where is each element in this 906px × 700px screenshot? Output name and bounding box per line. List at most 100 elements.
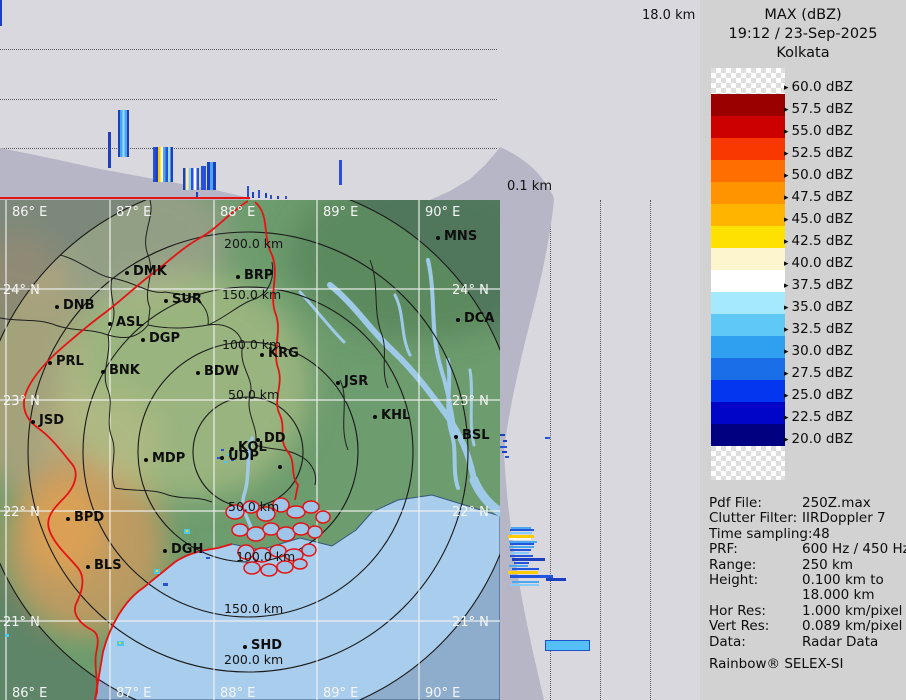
legend-label: ▸ 42.5 dBZ (784, 233, 853, 249)
echo-bar (196, 192, 198, 198)
legend-tick-arrow-icon: ▸ (784, 435, 789, 445)
info-label: Height: (709, 572, 759, 589)
legend-tick-arrow-icon: ▸ (784, 237, 789, 247)
echo-bar (509, 538, 531, 540)
echo-bar (0, 0, 2, 26)
info-row: Range: 250 km (709, 556, 904, 573)
info-value: 250Z.max (802, 495, 871, 511)
legend-tick-arrow-icon: ▸ (784, 369, 789, 379)
height-gridline (0, 49, 497, 50)
vendor-footer: Rainbow® SELEX-SI (709, 656, 844, 673)
legend-label: ▸ 47.5 dBZ (784, 189, 853, 205)
echo-bar (505, 456, 509, 458)
echo-bar (500, 434, 505, 436)
echo-bar (511, 527, 531, 529)
legend-tick-arrow-icon: ▸ (784, 281, 789, 291)
legend-label: ▸ 55.0 dBZ (784, 123, 853, 139)
info-row: Vert Res: 0.089 km/pixel (709, 618, 904, 635)
legend-panel: MAX (dBZ) 19:12 / 23-Sep-2025 Kolkata ▸ 6… (700, 0, 906, 700)
legend-tick-arrow-icon: ▸ (784, 83, 789, 93)
info-value: Radar Data (802, 633, 879, 650)
echo-bar (510, 549, 531, 551)
legend-swatch (711, 270, 785, 292)
height-gridline (650, 200, 651, 700)
legend-swatch (711, 380, 785, 402)
legend-tick-arrow-icon: ▸ (784, 259, 789, 269)
legend-tick-arrow-icon: ▸ (784, 215, 789, 225)
echo-bar (509, 546, 534, 548)
corner-area: 18.0 km 0.1 km (500, 0, 700, 200)
legend-swatch (711, 358, 785, 380)
legend-swatch (711, 226, 785, 248)
legend-tick-arrow-icon: ▸ (784, 325, 789, 335)
product-datetime: 19:12 / 23-Sep-2025 (728, 26, 878, 42)
legend-label: ▸ 30.0 dBZ (784, 343, 853, 359)
legend-swatch (711, 336, 785, 358)
echo-bar (512, 568, 539, 570)
echo-bar (514, 562, 529, 564)
echo-bar (510, 584, 539, 586)
info-value: 600 Hz / 450 Hz (802, 541, 906, 558)
echo-bar (508, 535, 534, 538)
legend-label: ▸ 25.0 dBZ (784, 387, 853, 403)
echo-bar (252, 192, 254, 198)
legend-label: ▸ 35.0 dBZ (784, 299, 853, 315)
info-label: Pdf File: (709, 495, 762, 511)
info-row: 18.000 km (709, 587, 904, 604)
legend-label: ▸ 57.5 dBZ (784, 101, 853, 117)
legend-swatch (711, 424, 785, 446)
info-label: PRF: (709, 541, 738, 558)
map-panel: DMK BRP MNS SUR DNB ASL DGP PRL BNK BDW KRG JSR KHL D… (0, 160, 550, 700)
info-row: Hor Res: 1.000 km/pixel (709, 602, 904, 619)
echo-bar (510, 555, 533, 557)
legend-swatch (711, 248, 785, 270)
info-label: Time sampling: (709, 525, 813, 542)
horizon-shadow-left (0, 148, 250, 200)
legend-tick-arrow-icon: ▸ (784, 127, 789, 137)
legend-label: ▸ 60.0 dBZ (784, 79, 853, 95)
legend-swatch (711, 160, 785, 182)
echo-bar (512, 558, 545, 561)
info-value: 1.000 km/pixel (802, 602, 903, 619)
info-row: Pdf File: 250Z.max (709, 495, 904, 511)
info-row: PRF: 600 Hz / 450 Hz (709, 541, 906, 558)
info-value: 0.089 km/pixel (802, 618, 903, 635)
echo-bar (546, 578, 566, 581)
legend-tick-arrow-icon: ▸ (784, 149, 789, 159)
info-row: Height: 0.100 km to (709, 572, 904, 589)
legend-swatch (711, 94, 785, 116)
info-value: 18.000 km (802, 587, 875, 604)
legend-tick-arrow-icon: ▸ (784, 171, 789, 181)
legend-swatch (711, 314, 785, 336)
height-gridline (550, 200, 551, 700)
echo-bar (502, 451, 507, 453)
state-border-topedge (0, 197, 250, 199)
legend-swatch (711, 68, 785, 94)
echo-bar (500, 446, 507, 448)
legend-label: ▸ 52.5 dBZ (784, 145, 853, 161)
legend-label: ▸ 45.0 dBZ (784, 211, 853, 227)
info-value: 250 km (802, 556, 854, 573)
info-label: Hor Res: (709, 602, 766, 619)
legend-label: ▸ 40.0 dBZ (784, 255, 853, 271)
max-height-label: 18.0 km (642, 8, 696, 23)
info-row: Data: Radar Data (709, 633, 904, 650)
info-value: 48 (812, 525, 830, 542)
legend-swatch (711, 446, 785, 480)
echo-bar (545, 437, 550, 439)
legend-label: ▸ 32.5 dBZ (784, 321, 853, 337)
info-label: Range: (709, 556, 757, 573)
echo-bar (545, 640, 590, 651)
height-gridline (0, 148, 497, 149)
top-height-profile-panel (0, 0, 500, 200)
legend-tick-arrow-icon: ▸ (784, 303, 789, 313)
legend-tick-arrow-icon: ▸ (784, 105, 789, 115)
legend-tick-arrow-icon: ▸ (784, 193, 789, 203)
horizon-shadow-side (500, 200, 554, 700)
legend-label: ▸ 22.5 dBZ (784, 409, 853, 425)
legend-swatch (711, 182, 785, 204)
echo-bar (509, 541, 537, 543)
echo-bar (512, 581, 539, 583)
info-label (709, 588, 802, 603)
legend-label: ▸ 20.0 dBZ (784, 431, 853, 447)
